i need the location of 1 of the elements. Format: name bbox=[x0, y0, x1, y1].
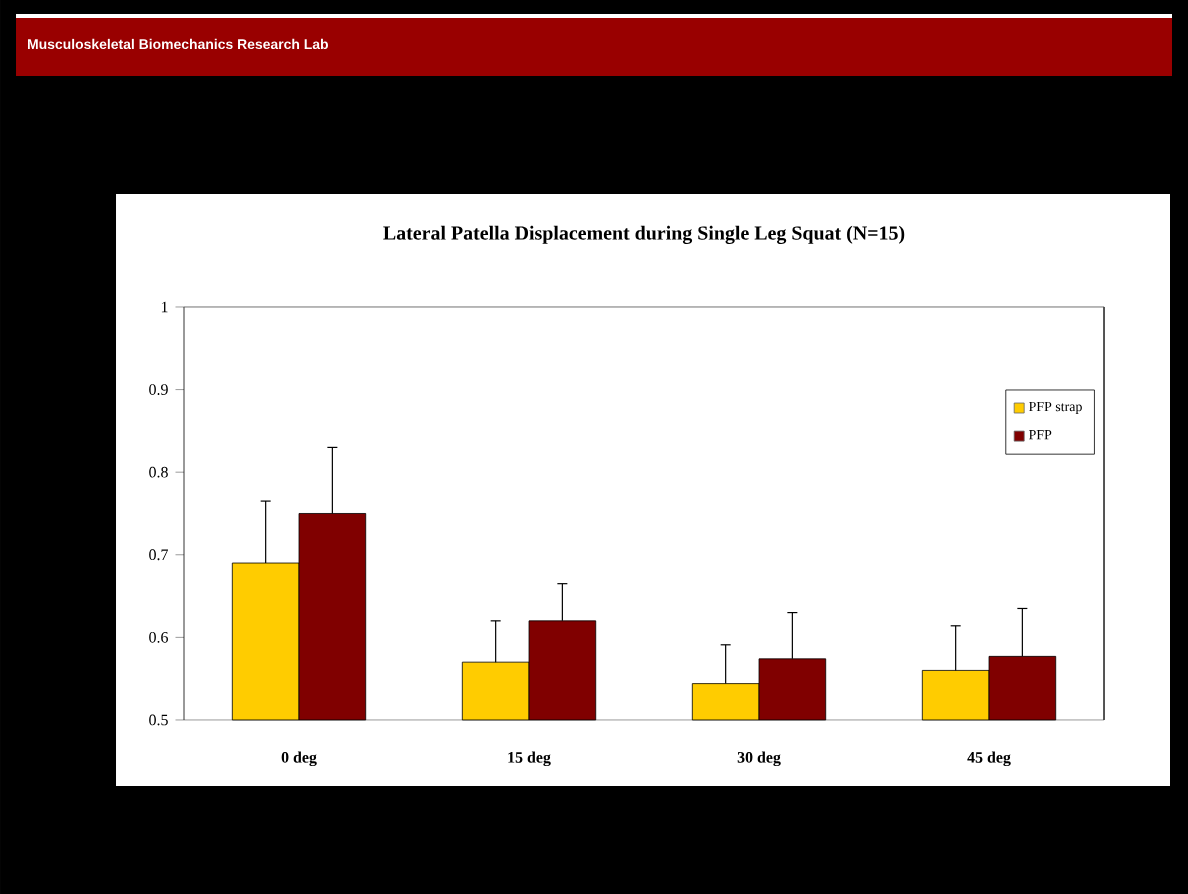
chart-title: Lateral Patella Displacement during Single Leg Squat (N=15) bbox=[383, 225, 905, 244]
